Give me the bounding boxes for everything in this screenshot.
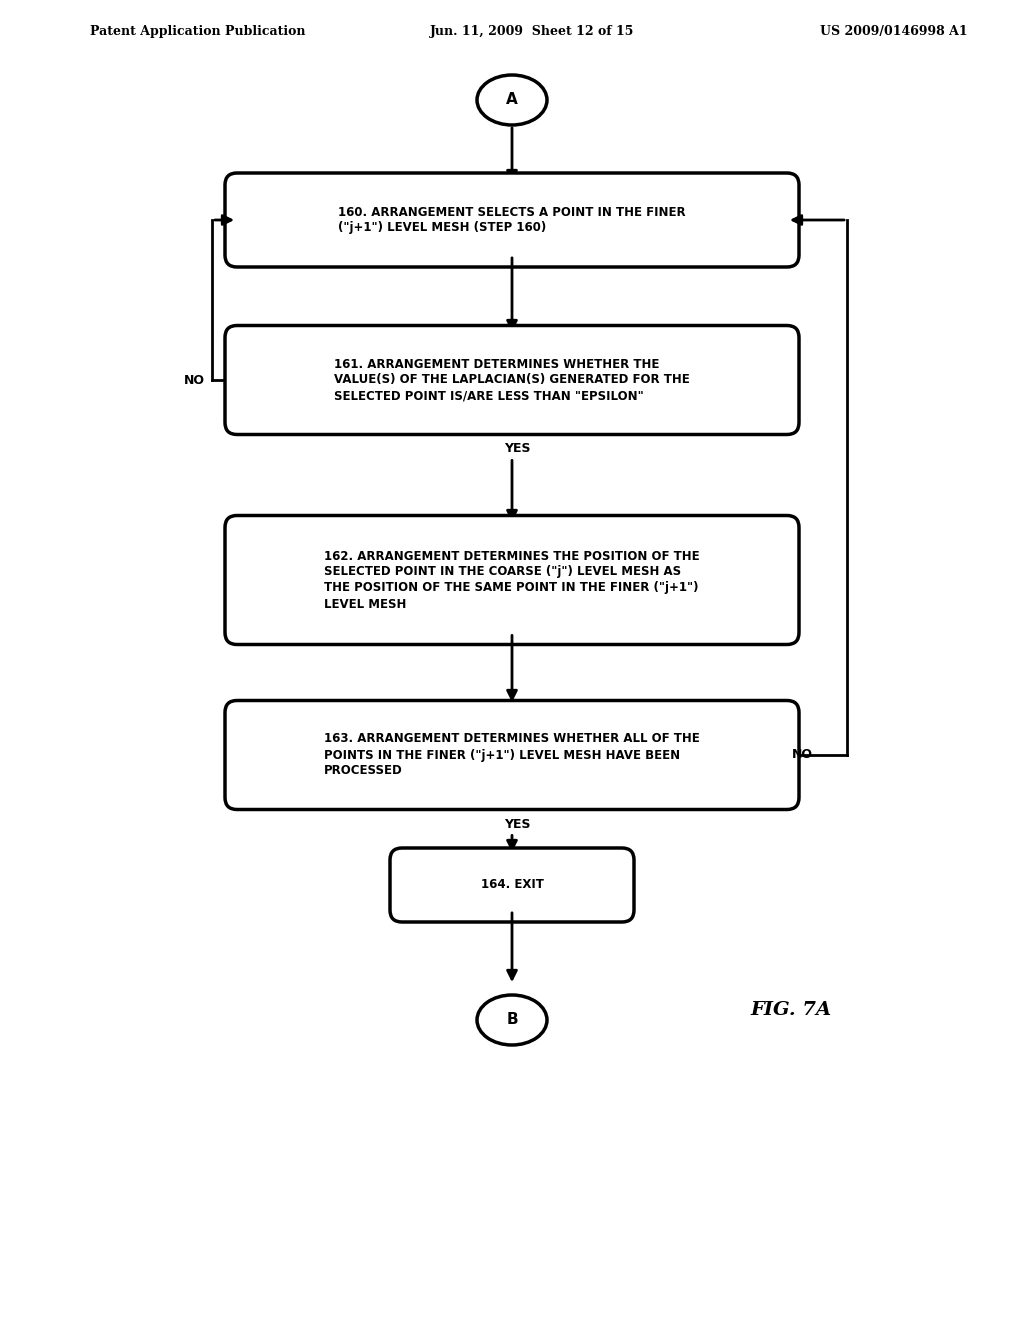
Text: A: A (506, 92, 518, 107)
Text: FIG. 7A: FIG. 7A (750, 1001, 831, 1019)
FancyBboxPatch shape (225, 516, 799, 644)
FancyBboxPatch shape (225, 173, 799, 267)
Text: YES: YES (504, 442, 530, 455)
Text: 162. ARRANGEMENT DETERMINES THE POSITION OF THE
SELECTED POINT IN THE COARSE ("j: 162. ARRANGEMENT DETERMINES THE POSITION… (325, 549, 699, 610)
Text: YES: YES (504, 817, 530, 830)
Text: Patent Application Publication: Patent Application Publication (90, 25, 305, 38)
Text: NO: NO (184, 374, 205, 387)
FancyBboxPatch shape (390, 847, 634, 921)
Text: US 2009/0146998 A1: US 2009/0146998 A1 (820, 25, 968, 38)
Text: 164. EXIT: 164. EXIT (480, 879, 544, 891)
Text: B: B (506, 1012, 518, 1027)
Text: 161. ARRANGEMENT DETERMINES WHETHER THE
VALUE(S) OF THE LAPLACIAN(S) GENERATED F: 161. ARRANGEMENT DETERMINES WHETHER THE … (334, 358, 690, 403)
FancyBboxPatch shape (225, 701, 799, 809)
FancyBboxPatch shape (225, 326, 799, 434)
Text: 160. ARRANGEMENT SELECTS A POINT IN THE FINER
("j+1") LEVEL MESH (STEP 160): 160. ARRANGEMENT SELECTS A POINT IN THE … (338, 206, 686, 235)
Text: 163. ARRANGEMENT DETERMINES WHETHER ALL OF THE
POINTS IN THE FINER ("j+1") LEVEL: 163. ARRANGEMENT DETERMINES WHETHER ALL … (325, 733, 699, 777)
Text: Jun. 11, 2009  Sheet 12 of 15: Jun. 11, 2009 Sheet 12 of 15 (430, 25, 635, 38)
Text: NO: NO (792, 748, 813, 762)
Ellipse shape (477, 995, 547, 1045)
Ellipse shape (477, 75, 547, 125)
